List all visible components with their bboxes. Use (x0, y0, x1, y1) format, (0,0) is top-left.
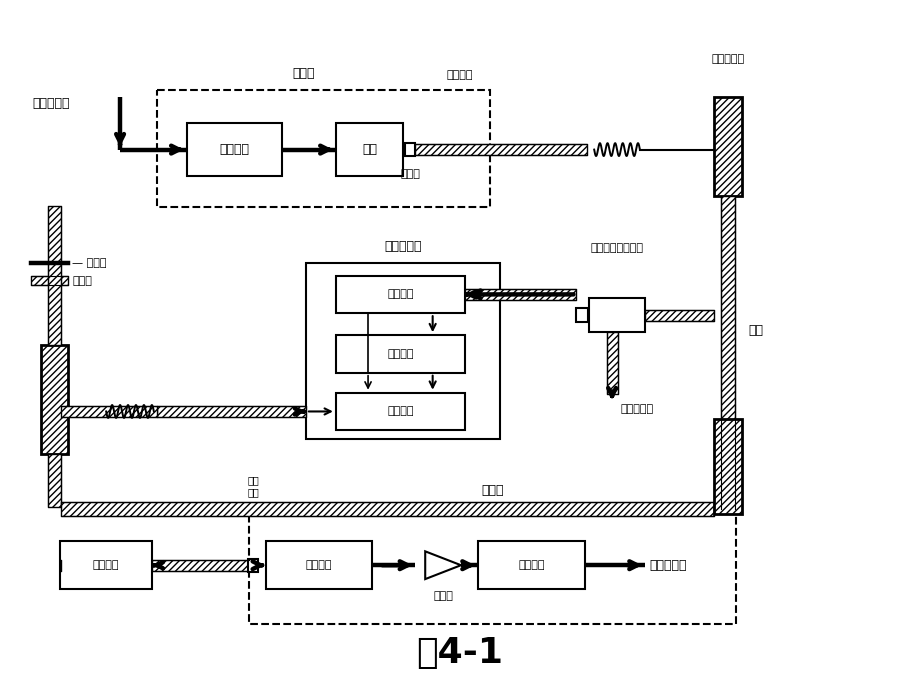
Text: 连接器: 连接器 (400, 170, 420, 179)
Bar (48, 206, 62, 345)
Bar (588, 298, 644, 332)
Bar (335, 123, 403, 177)
Text: 光信号: 光信号 (73, 275, 92, 286)
Text: 放大器: 放大器 (433, 591, 452, 601)
Text: 光纤
跳线: 光纤 跳线 (247, 475, 259, 497)
Text: 光检测器: 光检测器 (305, 560, 332, 570)
Bar (335, 393, 464, 431)
Bar (306, 263, 499, 440)
Text: 电输入信号: 电输入信号 (32, 97, 70, 110)
Text: 驱动电路: 驱动电路 (219, 143, 249, 156)
Bar (266, 542, 371, 589)
Bar (248, 559, 258, 571)
Text: 光放大器: 光放大器 (93, 560, 119, 570)
Bar (414, 144, 586, 155)
Bar (714, 97, 742, 196)
Bar (48, 454, 62, 506)
Text: — 电信号: — 电信号 (73, 257, 107, 268)
Bar (575, 308, 587, 322)
Bar (30, 275, 68, 286)
Bar (644, 310, 714, 321)
Bar (156, 406, 306, 417)
Bar (62, 502, 714, 515)
Bar (714, 420, 742, 513)
Bar (606, 332, 617, 393)
Bar (61, 560, 62, 571)
Text: 光接收机: 光接收机 (387, 289, 414, 299)
Bar (187, 123, 282, 177)
Bar (40, 345, 68, 454)
Text: 信号恢复: 信号恢复 (517, 560, 544, 570)
Text: 发送机: 发送机 (292, 67, 314, 80)
Bar (62, 406, 156, 417)
Bar (249, 506, 735, 624)
Text: 光纤: 光纤 (747, 324, 763, 337)
Text: 光纤跳线: 光纤跳线 (447, 70, 472, 80)
Bar (335, 335, 464, 373)
Text: 光耦合器或分束器: 光耦合器或分束器 (590, 243, 643, 253)
Bar (156, 90, 489, 207)
Bar (477, 542, 584, 589)
Bar (464, 289, 575, 300)
Text: 电信号输出: 电信号输出 (649, 559, 686, 572)
Text: 电子线路: 电子线路 (387, 349, 414, 359)
Text: 接收机: 接收机 (481, 484, 504, 497)
Text: 光发送机: 光发送机 (387, 406, 414, 417)
Bar (335, 275, 464, 313)
Text: 光纤接头盒: 光纤接头盒 (711, 55, 744, 64)
Bar (720, 196, 734, 434)
Bar (152, 560, 249, 571)
Bar (405, 143, 414, 156)
Bar (61, 542, 152, 589)
Text: 图4-1: 图4-1 (416, 635, 503, 669)
Text: 光源: 光源 (362, 143, 377, 156)
Bar (720, 434, 734, 509)
Polygon shape (425, 551, 460, 579)
Text: 再生中继器: 再生中继器 (383, 239, 421, 253)
Text: 到其他设备: 到其他设备 (619, 404, 652, 413)
